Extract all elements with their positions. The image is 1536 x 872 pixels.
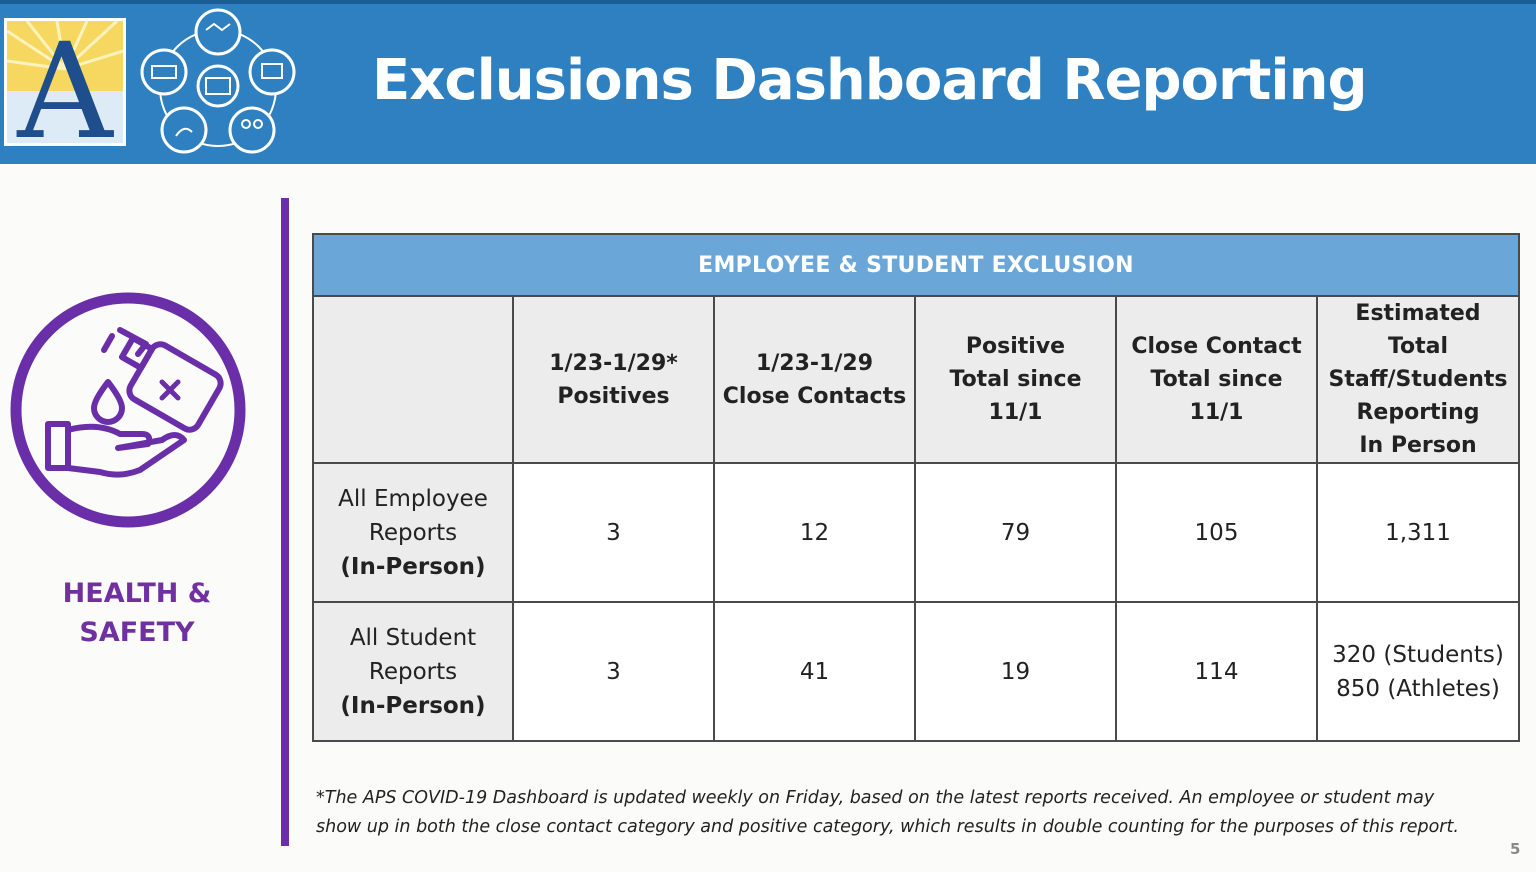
table-cell: 12: [714, 463, 915, 602]
header-cell-estimated-total: Estimated Total Staff/Students Reporting…: [1317, 296, 1519, 463]
table-cell: 3: [513, 463, 714, 602]
logo-a-letter: A: [16, 21, 114, 143]
footnote-line1: *The APS COVID-19 Dashboard is updated w…: [316, 784, 1516, 813]
logo-a-icon: A: [4, 18, 126, 146]
footnote-line2: show up in both the close contact catego…: [316, 813, 1516, 842]
table-banner: EMPLOYEE & STUDENT EXCLUSION: [313, 234, 1519, 296]
row-label-student: All Student Reports (In-Person): [313, 602, 513, 741]
header-cell-close-contact-total: Close Contact Total since 11/1: [1116, 296, 1317, 463]
header-banner: A Exclusions Dashboard Reporting: [0, 0, 1536, 164]
table-cell: 41: [714, 602, 915, 741]
table-cell: 19: [915, 602, 1116, 741]
hand-sanitizer-icon: [8, 290, 248, 530]
exclusion-table: EMPLOYEE & STUDENT EXCLUSION 1/23-1/29* …: [312, 233, 1520, 742]
table-row: All Student Reports (In-Person) 3 41 19 …: [313, 602, 1519, 741]
header-cell-close-contacts: 1/23-1/29 Close Contacts: [714, 296, 915, 463]
page-number: 5: [1510, 840, 1520, 858]
page-title: Exclusions Dashboard Reporting: [372, 48, 1367, 113]
table-cell: 105: [1116, 463, 1317, 602]
header-cell-positive-total: Positive Total since 11/1: [915, 296, 1116, 463]
table-cell: 320 (Students) 850 (Athletes): [1317, 602, 1519, 741]
header-cell-empty: [313, 296, 513, 463]
table-cell: 1,311: [1317, 463, 1519, 602]
footnote: *The APS COVID-19 Dashboard is updated w…: [316, 784, 1516, 842]
section-label-line2: SAFETY: [20, 613, 254, 652]
header-cell-positives: 1/23-1/29* Positives: [513, 296, 714, 463]
row-label-employee: All Employee Reports (In-Person): [313, 463, 513, 602]
services-circle-icon: [136, 8, 300, 160]
vertical-divider: [281, 198, 289, 846]
table-row: All Employee Reports (In-Person) 3 12 79…: [313, 463, 1519, 602]
table-cell: 114: [1116, 602, 1317, 741]
table-cell: 79: [915, 463, 1116, 602]
table-cell: 3: [513, 602, 714, 741]
section-label-line1: HEALTH &: [20, 574, 254, 613]
table-header-row: 1/23-1/29* Positives 1/23-1/29 Close Con…: [313, 296, 1519, 463]
header-top-border: [0, 0, 1536, 4]
section-label: HEALTH & SAFETY: [20, 574, 254, 652]
